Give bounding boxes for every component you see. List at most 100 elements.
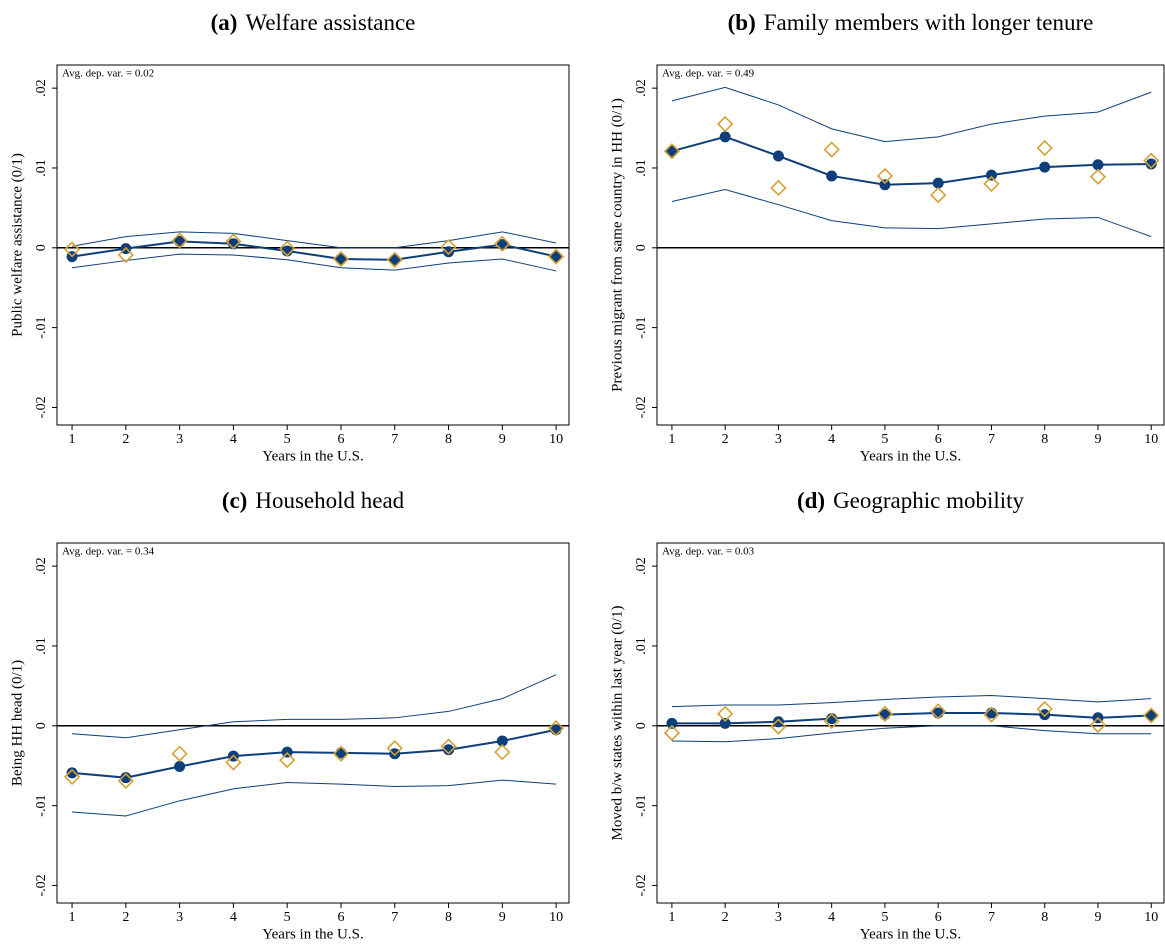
x-tick-label: 9 [499,910,506,925]
series-line [671,725,1152,743]
diamond-marker [1089,716,1107,734]
x-tick-label: 3 [176,432,183,447]
y-axis-label: Previous migrant from same country in HH… [609,98,625,392]
x-tick-label: 9 [1094,910,1101,925]
point-marker [496,735,508,747]
point-marker [879,179,891,191]
x-tick-label: 6 [935,910,942,925]
x-tick-label: 6 [337,432,344,447]
plot-frame [656,542,1165,904]
y-tick-label: .01 [34,637,49,655]
x-tick-label: 7 [391,910,398,925]
x-tick-label: 5 [284,910,291,925]
point-marker [666,717,678,729]
y-tick-label: .02 [634,557,649,575]
series-line [71,231,557,249]
point-marker [174,761,186,773]
x-tick-label: 6 [337,910,344,925]
panel: (b) Family members with longer tenure Avg.… [609,10,1165,464]
panel-title: (d) Geographic mobility [797,488,1025,513]
x-tick-label: 8 [445,432,452,447]
x-tick-label: 5 [881,432,888,447]
x-tick-label: 10 [549,432,563,447]
diamond-marker [930,703,947,720]
panel-label: (a) [211,10,238,35]
y-tick-label: 0 [634,244,649,251]
point-marker [932,177,944,189]
diamond-marker [386,251,403,268]
series-line [72,674,557,739]
x-tick-label: 8 [1041,432,1048,447]
series-line [671,135,1152,186]
series-line [72,779,557,817]
point-marker [1145,158,1157,170]
annotation: Avg. dep. var. = 0.02 [62,68,154,80]
y-tick-label: 0 [34,244,49,251]
panel: (c) Household head Avg. dep. var. = 0.34 Ye… [9,488,570,942]
y-tick-label: -.01 [34,317,49,339]
y-tick-label: .02 [34,557,49,575]
x-tick-label: 1 [668,910,675,925]
x-tick-label: 1 [69,432,76,447]
diamond-marker [494,235,511,252]
series-line [671,86,1152,143]
x-tick-label: 4 [230,910,237,925]
x-tick-label: 10 [1144,432,1158,447]
panel-name: Household head [255,488,404,513]
x-tick-label: 9 [499,432,506,447]
y-tick-label: -.01 [634,795,649,817]
diamond-marker [770,179,787,197]
annotation: Avg. dep. var. = 0.34 [62,546,155,558]
x-tick-label: 7 [988,910,995,925]
panel-label: (d) [797,488,825,513]
y-tick-label: 0 [34,722,49,729]
y-tick-label: .02 [634,79,649,97]
x-tick-label: 1 [668,432,675,447]
x-tick-label: 3 [176,910,183,925]
x-tick-label: 5 [284,432,291,447]
x-tick-label: 7 [391,432,398,447]
x-tick-label: 8 [1041,910,1048,925]
y-axis-label: Public welfare assistance (0/1) [9,153,25,337]
diamond-marker [225,754,242,771]
x-tick-label: 3 [775,910,782,925]
plot-frame [56,64,570,426]
diamond-marker [823,712,840,730]
y-tick-label: -.01 [34,795,49,817]
x-tick-label: 1 [69,910,76,925]
annotation: Avg. dep. var. = 0.49 [662,68,755,80]
panel-title: (b) Family members with longer tenure [728,10,1094,35]
point-marker [1145,709,1157,721]
diamond-marker [279,240,296,257]
panel: (a) Welfare assistance Avg. dep. var. = 0.… [9,10,570,464]
x-tick-label: 10 [1144,910,1158,925]
panel-name: Family members with longer tenure [764,10,1094,35]
x-tick-label: 5 [881,910,888,925]
x-tick-label: 4 [230,432,237,447]
y-tick-label: .01 [34,159,49,177]
diamond-marker [1143,707,1160,724]
x-tick-label: 6 [935,432,942,447]
point-marker [335,253,347,265]
point-marker [826,170,838,182]
y-tick-label: -.02 [34,396,49,418]
y-axis-label: Being HH head (0/1) [9,660,25,786]
diamond-marker [1143,152,1160,169]
x-tick-label: 7 [988,432,995,447]
y-tick-label: 0 [634,722,649,729]
x-tick-label: 2 [722,910,729,925]
series-line [71,240,557,261]
panel-name: Welfare assistance [245,10,415,35]
series-line [71,253,557,272]
diamond-marker [171,745,188,762]
diamond-marker [332,745,350,762]
panel: (d) Geographic mobility Avg. dep. var. = 0… [609,488,1165,942]
panel-label: (c) [222,488,248,513]
series-line [671,712,1152,725]
diamond-marker [440,738,457,755]
point-marker [772,716,784,728]
point-marker [443,246,455,258]
y-tick-label: -.02 [634,396,649,418]
